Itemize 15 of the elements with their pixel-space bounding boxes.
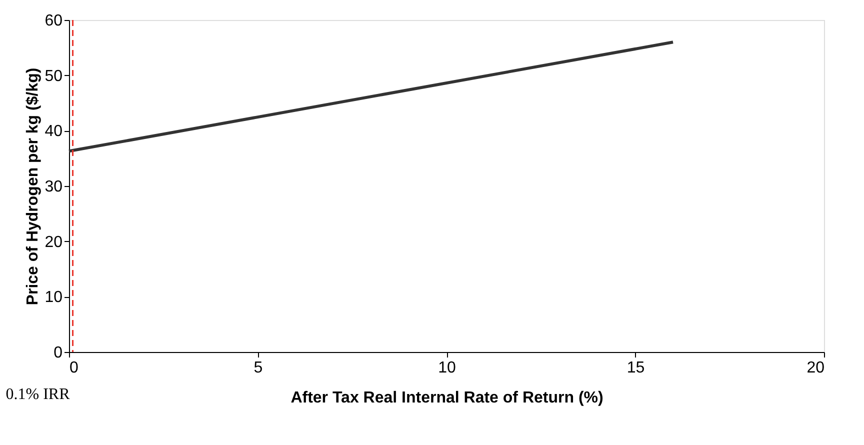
x-tick-label: 0	[70, 360, 78, 376]
y-tick-label: 10	[44, 289, 63, 306]
y-tick-label: 60	[44, 12, 63, 30]
y-tick-label: 0	[54, 344, 63, 362]
y-tick-label: 40	[44, 123, 63, 140]
x-tick-label: 20	[806, 360, 825, 376]
x-tick-label: 5	[254, 360, 263, 376]
y-tick-label: 20	[44, 234, 63, 251]
x-tick-label: 15	[626, 360, 645, 376]
ref-line-label: 0.1% IRR	[6, 386, 70, 403]
y-tick-label: 30	[44, 178, 63, 196]
y-tick-label: 50	[44, 68, 63, 85]
x-axis-title: After Tax Real Internal Rate of Return (%)	[290, 390, 604, 406]
x-tick-label: 10	[438, 360, 456, 376]
y-axis-title: Price of Hydrogen per kg ($/kg)	[24, 68, 42, 306]
